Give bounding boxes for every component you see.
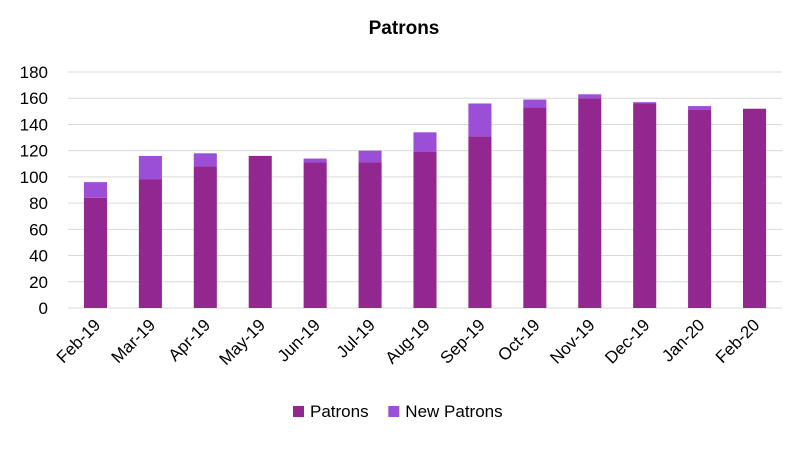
x-tick-label: Dec-19 (601, 315, 653, 367)
legend-label: Patrons (310, 402, 369, 421)
bar-new-patrons (468, 103, 492, 137)
bar-patrons (248, 155, 272, 308)
bar-patrons (578, 98, 602, 308)
legend-label: New Patrons (405, 402, 502, 421)
x-tick-label: Aug-19 (382, 315, 434, 367)
bar-patrons (303, 162, 327, 308)
legend: Patrons New Patrons (293, 402, 503, 421)
bar-new-patrons (303, 158, 327, 163)
y-tick-label: 180 (20, 63, 48, 82)
bar-patrons (413, 151, 437, 308)
chart-title: Patrons (368, 18, 440, 39)
x-axis-ticks: Feb-19 Mar-19 Apr-19 May-19 Jun-19 Jul-19 Aug-… (53, 315, 764, 369)
y-tick-label: 140 (20, 115, 48, 134)
y-tick-label: 120 (20, 142, 48, 161)
x-tick-label: Oct-19 (494, 315, 544, 365)
bar-patrons (743, 108, 767, 308)
x-tick-label: Jul-19 (333, 315, 379, 361)
bar-patrons (688, 110, 712, 309)
y-tick-label: 40 (29, 247, 48, 266)
bar-new-patrons (523, 99, 547, 108)
x-tick-label: Nov-19 (546, 315, 598, 367)
bar-patrons (468, 136, 492, 308)
x-tick-label: Sep-19 (437, 315, 489, 367)
y-tick-label: 160 (20, 89, 48, 108)
bar-patrons (633, 103, 657, 308)
bar-new-patrons (83, 182, 107, 198)
x-tick-label: Jun-19 (274, 315, 324, 365)
x-tick-label: Jan-20 (658, 315, 708, 365)
bar-patrons (358, 162, 382, 308)
y-tick-label: 0 (39, 299, 48, 318)
bar-patrons (138, 179, 162, 308)
bar-patrons (193, 166, 217, 308)
bar-new-patrons (633, 102, 657, 104)
y-axis-ticks: 0 20 40 60 80 100 120 140 160 180 (20, 63, 48, 318)
y-tick-label: 100 (20, 168, 48, 187)
y-tick-label: 20 (29, 273, 48, 292)
bar-new-patrons (688, 106, 712, 111)
bar-new-patrons (138, 155, 162, 180)
x-tick-label: Apr-19 (165, 315, 215, 365)
legend-swatch (388, 406, 400, 417)
x-tick-label: Feb-19 (53, 315, 105, 367)
bars (83, 94, 767, 309)
x-tick-label: Feb-20 (712, 315, 764, 367)
bar-new-patrons (358, 150, 382, 163)
y-tick-label: 60 (29, 220, 48, 239)
bar-patrons (523, 107, 547, 309)
y-tick-label: 80 (29, 194, 48, 213)
bar-patrons (83, 197, 107, 308)
bar-new-patrons (578, 94, 602, 99)
x-tick-label: Mar-19 (108, 315, 160, 367)
x-tick-label: May-19 (216, 315, 270, 369)
legend-swatch (293, 406, 304, 417)
bar-new-patrons (193, 153, 217, 167)
bar-new-patrons (413, 132, 437, 152)
